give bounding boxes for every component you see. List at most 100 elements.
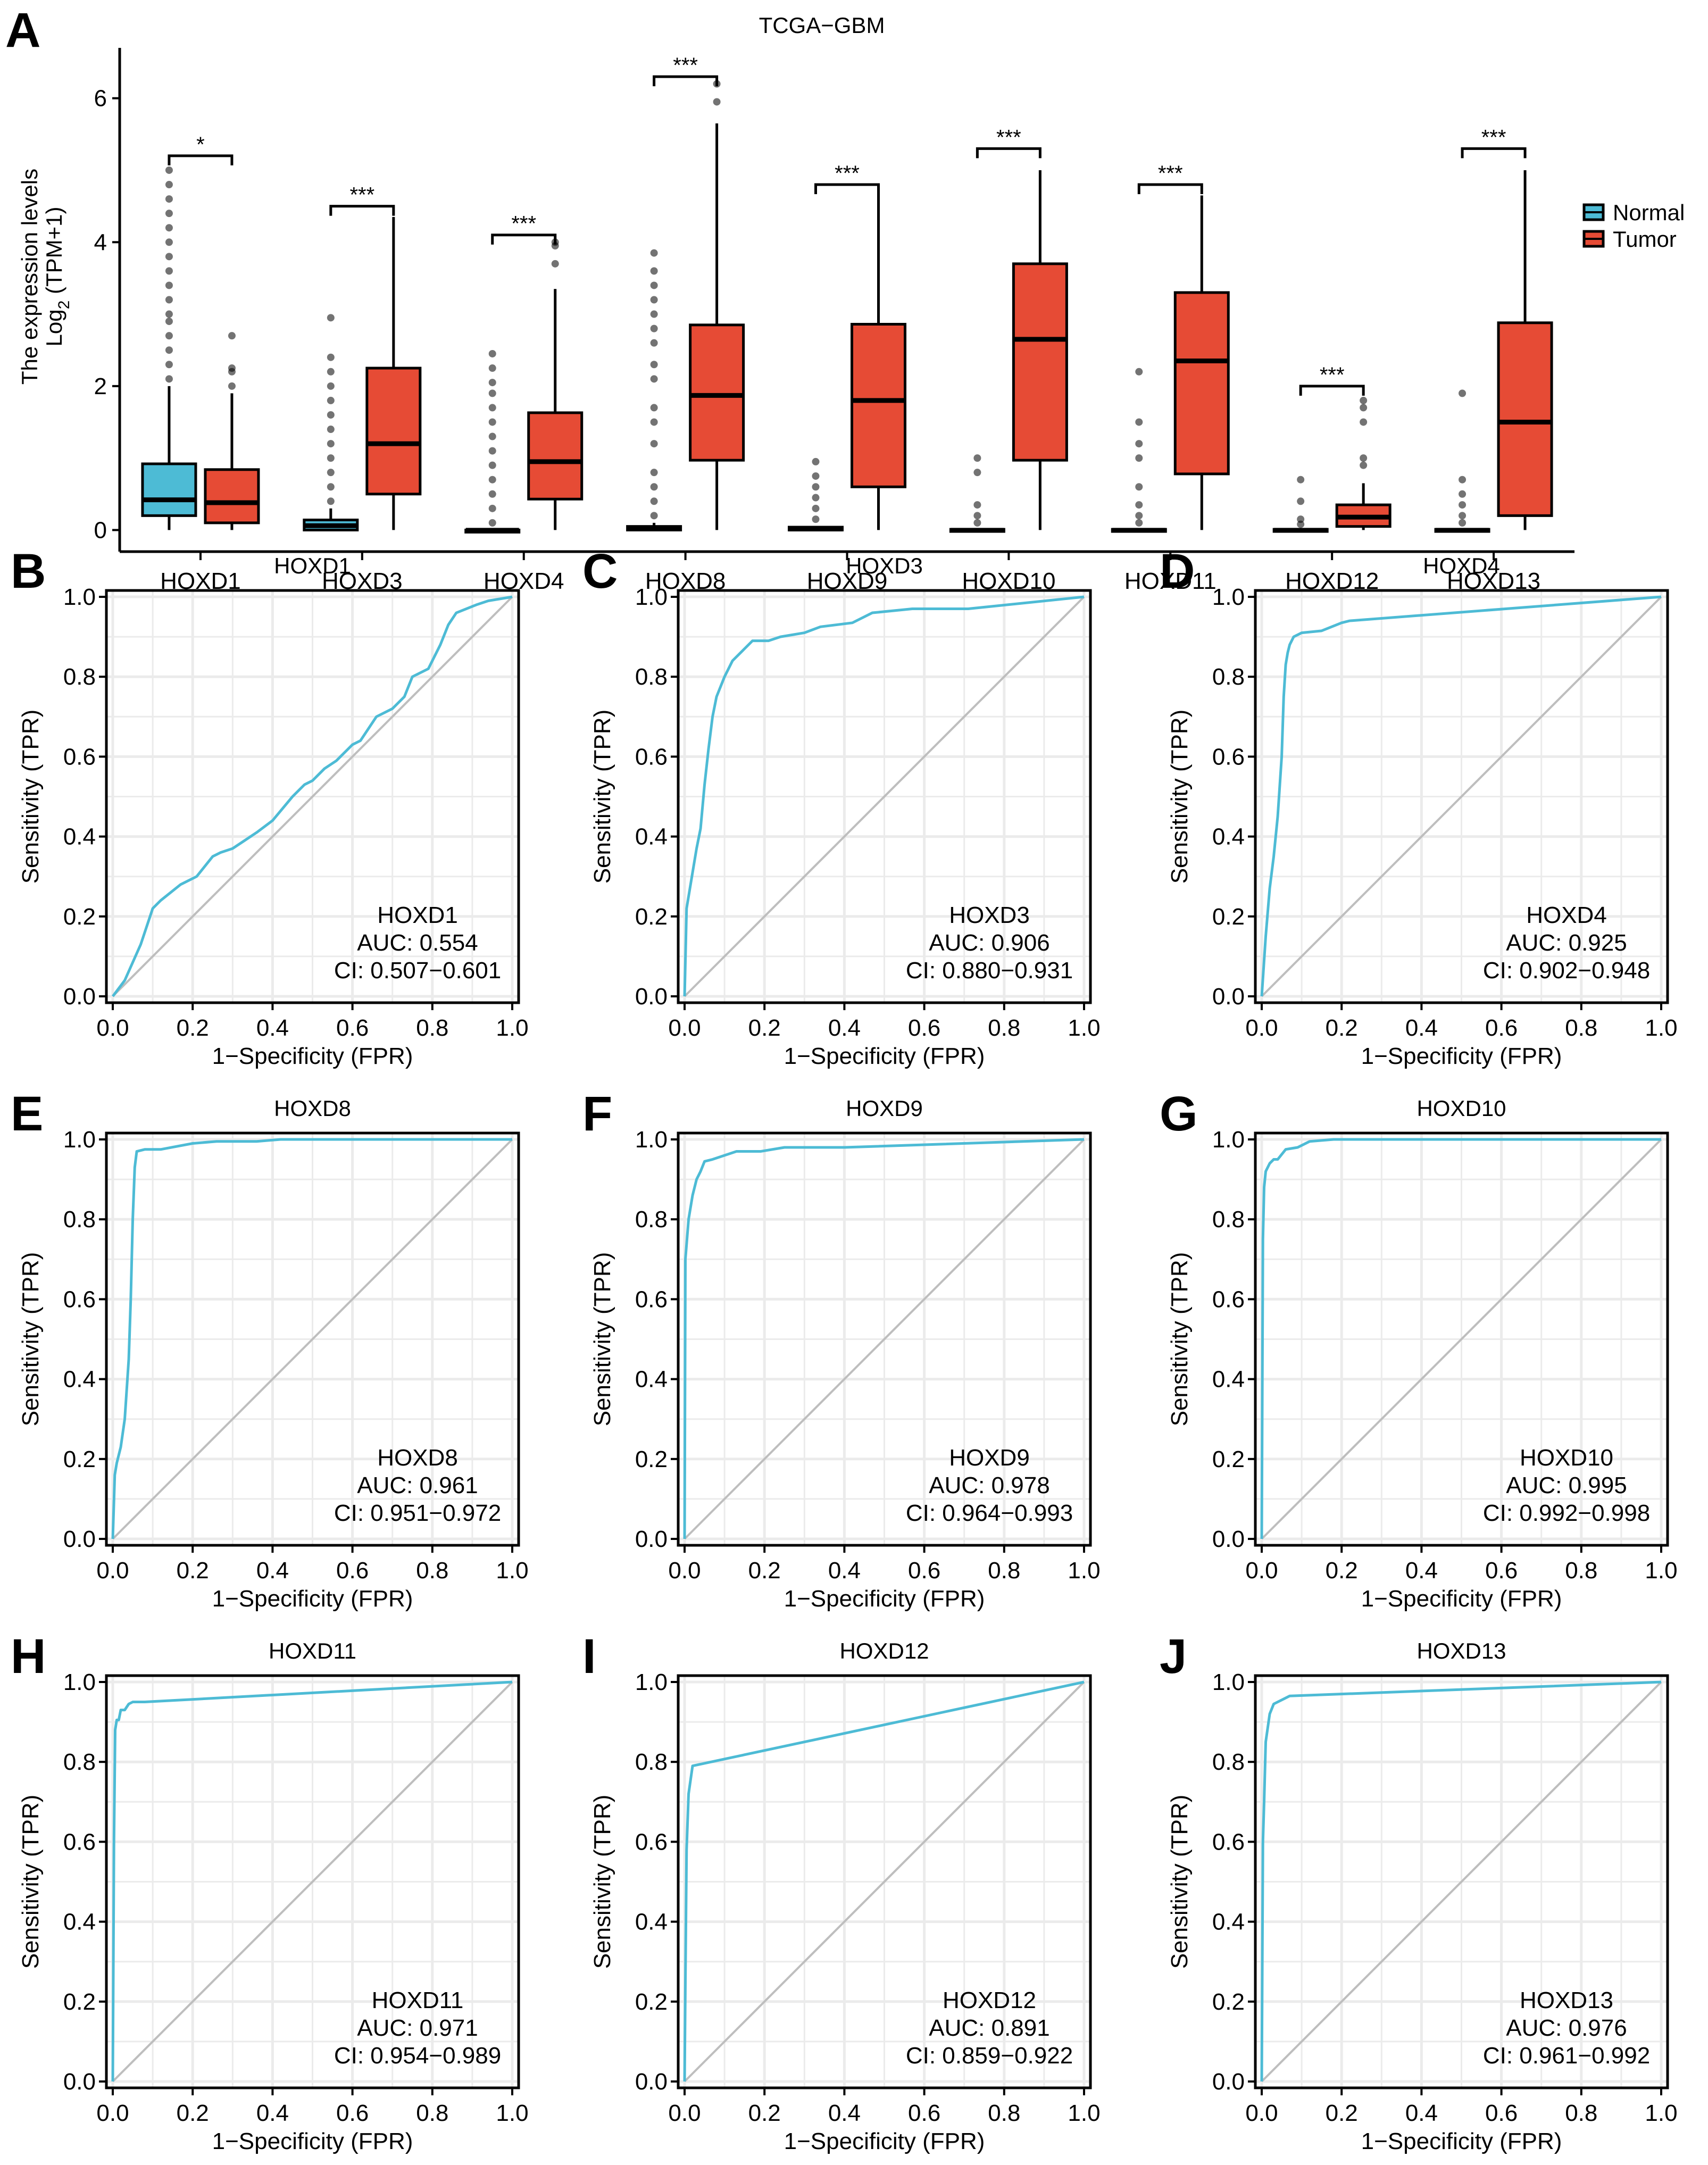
legend: Normal Tumor	[1582, 200, 1685, 252]
x-tick-label: 0.2	[1326, 1558, 1358, 1584]
roc-curve	[111, 1680, 513, 2082]
annotation-auc: AUC: 0.978	[929, 1472, 1049, 1498]
y-tick-label: 4	[94, 229, 107, 255]
x-tick-label: 0.4	[256, 2100, 289, 2126]
outlier-point	[650, 249, 658, 257]
x-axis-title: 1−Specificity (FPR)	[212, 1043, 413, 1069]
annotation-auc: AUC: 0.891	[929, 2015, 1049, 2041]
outlier-point	[488, 447, 496, 455]
y-tick-label: 0.6	[635, 744, 668, 770]
y-tick-label: 1.0	[63, 584, 96, 610]
outlier-point	[1135, 418, 1143, 426]
significance-bracket	[653, 75, 719, 87]
panel-label-c: C	[582, 544, 618, 598]
y-tick-label: 0.2	[63, 1989, 96, 2015]
x-axis-title: 1−Specificity (FPR)	[784, 1043, 985, 1069]
outlier-point	[165, 281, 173, 289]
x-tick-label: 0.4	[1405, 1558, 1438, 1584]
reference-diagonal	[1261, 1681, 1662, 2083]
outlier-point	[650, 267, 658, 275]
annotation-gene: HOXD11	[372, 1987, 464, 2013]
x-axis-title: 1−Specificity (FPR)	[1361, 1043, 1562, 1069]
y-tick-label: 0.0	[635, 2069, 668, 2095]
ylabel-line1: The expression levels	[17, 169, 42, 385]
outlier-point	[488, 476, 496, 484]
x-tick-label: 0.0	[96, 1015, 129, 1041]
annotation-ci: CI: 0.951−0.972	[334, 1500, 501, 1526]
plot-frame	[105, 589, 520, 1004]
y-tick-label: 0.8	[1212, 1749, 1245, 1775]
panel-label-b: B	[11, 544, 46, 598]
annotation-gene: HOXD13	[1520, 1987, 1613, 2013]
x-tick-label: 0.2	[748, 2100, 781, 2126]
annotation-gene: HOXD4	[1526, 902, 1607, 928]
y-axis-title: Sensitivity (TPR)	[18, 1252, 44, 1427]
x-tick-label: 0.0	[668, 1558, 701, 1584]
outlier-point	[488, 504, 496, 512]
outlier-point	[713, 98, 721, 106]
significance-label: ***	[1158, 162, 1183, 185]
outlier-point	[1459, 476, 1467, 484]
roc-panel-c: C HOXD3 0.00.0 0.2 0.2 0.4 0.4 0.6 0.6 0.8 0.8 1.0 1…	[582, 544, 1101, 1069]
outlier-point	[327, 353, 335, 361]
x-tick-label: 0.2	[177, 2100, 209, 2126]
panel-label-f: F	[582, 1087, 612, 1141]
y-axis-title: Sensitivity (TPR)	[589, 710, 615, 884]
annotation-gene: HOXD9	[949, 1445, 1030, 1471]
reference-diagonal	[1261, 596, 1662, 997]
ylabel-line2: Log2 (TPM+1)	[41, 207, 73, 347]
outlier-point	[327, 314, 335, 322]
y-tick-label: 0.6	[1212, 744, 1245, 770]
roc-title: HOXD1	[274, 553, 351, 578]
annotation-ci: CI: 0.507−0.601	[334, 957, 501, 984]
plot-frame	[105, 1131, 520, 1547]
outlier-point	[650, 339, 658, 347]
x-tick-label: 0.2	[177, 1015, 209, 1041]
y-tick-label: 0.6	[635, 1829, 668, 1855]
roc-panel-i: I HOXD12 0.00.0 0.2 0.2 0.4 0.4 0.6 0.6 0.8 0.8 1.0…	[582, 1629, 1101, 2154]
significance-bracket	[814, 183, 880, 195]
x-tick-label: 0.6	[336, 1558, 369, 1584]
x-tick-label: 1.0	[1068, 1558, 1100, 1584]
y-tick-label: 1.0	[63, 1127, 96, 1153]
outlier-point	[327, 368, 335, 376]
annotation-ci: CI: 0.859−0.922	[906, 2043, 1073, 2069]
roc-panel-j: J HOXD13 0.00.0 0.2 0.2 0.4 0.4 0.6 0.6 0.8 0.8 1.0…	[1160, 1629, 1678, 2154]
significance-bracket	[329, 205, 395, 216]
x-tick-label: 0.8	[1565, 1558, 1597, 1584]
y-tick-label: 1.0	[1212, 1669, 1245, 1695]
outlier-point	[165, 310, 173, 318]
y-tick-label: 0.4	[635, 824, 668, 850]
annotation-ci: CI: 0.964−0.993	[906, 1500, 1073, 1526]
x-tick-label: 0.8	[988, 1015, 1020, 1041]
outlier-point	[650, 440, 658, 448]
y-tick-label: 0.0	[1212, 2069, 1245, 2095]
box-layer: 0246HOXD1*HOXD3***HOXD4***HOXD8***HOXD9*…	[94, 48, 1574, 594]
outlier-point	[1297, 476, 1305, 484]
ylabel-log: Log	[41, 309, 66, 346]
y-tick-label: 0.6	[1212, 1286, 1245, 1312]
roc-curve	[683, 1680, 1085, 2082]
outlier-point	[1135, 483, 1143, 491]
x-tick-label: 0.8	[988, 1558, 1020, 1584]
outlier-point	[650, 361, 658, 369]
y-tick-label: 0.8	[1212, 1206, 1245, 1233]
outlier-point	[165, 296, 173, 304]
roc-title: HOXD4	[1423, 553, 1500, 578]
y-tick-label: 0.8	[63, 1206, 96, 1233]
x-tick-label: HOXD11	[1124, 568, 1217, 594]
outlier-point	[327, 497, 335, 505]
reference-diagonal	[112, 596, 513, 997]
y-tick-label: 0.8	[635, 664, 668, 690]
y-tick-label: 0.8	[63, 1749, 96, 1775]
y-tick-label: 0.4	[635, 1367, 668, 1393]
y-tick-label: 0.6	[635, 1286, 668, 1312]
significance-bracket	[491, 234, 557, 245]
panel-label-g: G	[1160, 1087, 1198, 1141]
outlier-point	[165, 210, 173, 218]
y-tick-label: 0.2	[635, 904, 668, 930]
roc-title: HOXD8	[274, 1096, 351, 1121]
significance-label: ***	[349, 184, 374, 207]
outlier-point	[327, 396, 335, 404]
